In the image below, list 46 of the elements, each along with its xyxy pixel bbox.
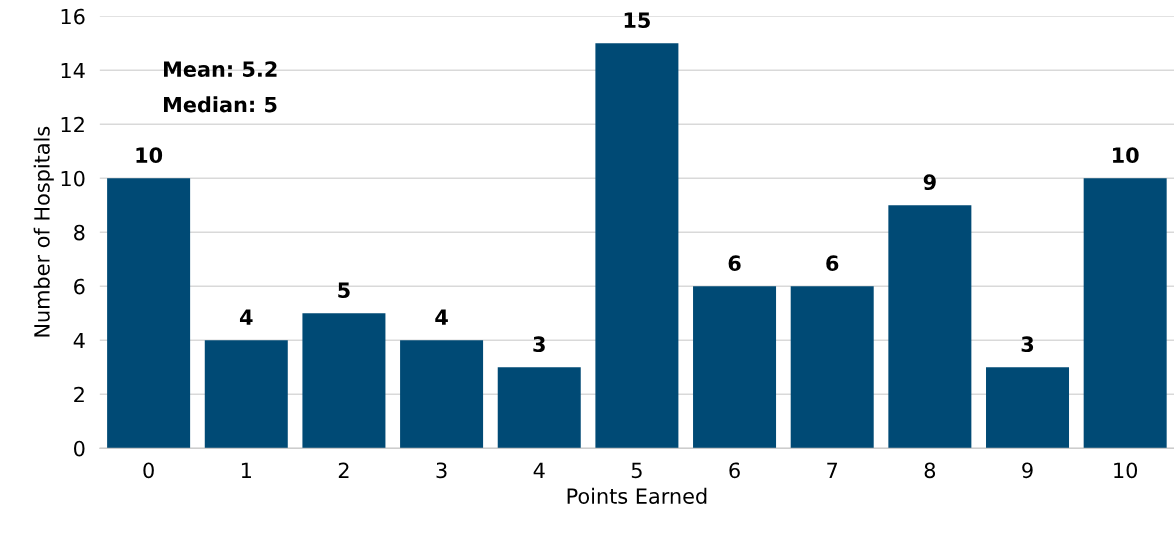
data-label: 10 <box>136 147 163 164</box>
x-tick-label: 1 <box>241 462 251 478</box>
x-tick-label: 4 <box>533 462 545 478</box>
data-label: 5 <box>338 282 350 299</box>
data-label: 3 <box>533 336 545 353</box>
x-tick-label: 6 <box>729 462 740 479</box>
x-tick-label: 2 <box>338 462 349 478</box>
y-axis-title: Number of Hospitals <box>33 126 54 337</box>
y-tick-label: 12 <box>61 116 84 133</box>
data-label: 4 <box>435 309 448 325</box>
x-tick-label: 9 <box>1022 462 1033 479</box>
x-tick-label: 10 <box>1114 462 1138 479</box>
bar <box>986 367 1070 449</box>
bar <box>790 286 874 449</box>
y-tick-label: 4 <box>73 332 85 349</box>
data-label: 15 <box>624 12 650 29</box>
bar <box>1083 178 1167 449</box>
data-label: 4 <box>239 309 253 325</box>
data-label: 10 <box>1113 147 1139 164</box>
y-tick-label: 0 <box>74 440 85 457</box>
bar <box>497 367 581 449</box>
x-tick-label: 8 <box>924 462 936 479</box>
data-label: 6 <box>826 255 839 272</box>
annotation: Mean: 5.2 <box>164 61 277 77</box>
bar <box>302 313 386 449</box>
bar <box>595 43 679 449</box>
y-tick-label: 6 <box>74 278 85 295</box>
y-tick-label: 14 <box>61 62 85 79</box>
y-tick-label: 10 <box>61 170 85 187</box>
y-tick-label: 2 <box>74 386 84 403</box>
x-axis-title: Points Earned <box>567 487 707 504</box>
data-label: 6 <box>728 255 741 272</box>
bar <box>888 205 972 449</box>
annotation: Median: 5 <box>164 96 277 113</box>
x-tick-label: 5 <box>631 462 642 479</box>
bar <box>204 340 288 449</box>
x-tick-label: 7 <box>827 462 838 478</box>
y-tick-label: 16 <box>61 8 85 25</box>
bar <box>693 286 777 449</box>
data-label: 3 <box>1021 336 1034 353</box>
bar <box>400 340 484 449</box>
x-tick-label: 3 <box>436 462 447 479</box>
x-tick-label: 0 <box>143 462 154 479</box>
y-tick-label: 8 <box>74 224 85 241</box>
bar <box>107 178 191 449</box>
data-label: 9 <box>923 174 936 191</box>
